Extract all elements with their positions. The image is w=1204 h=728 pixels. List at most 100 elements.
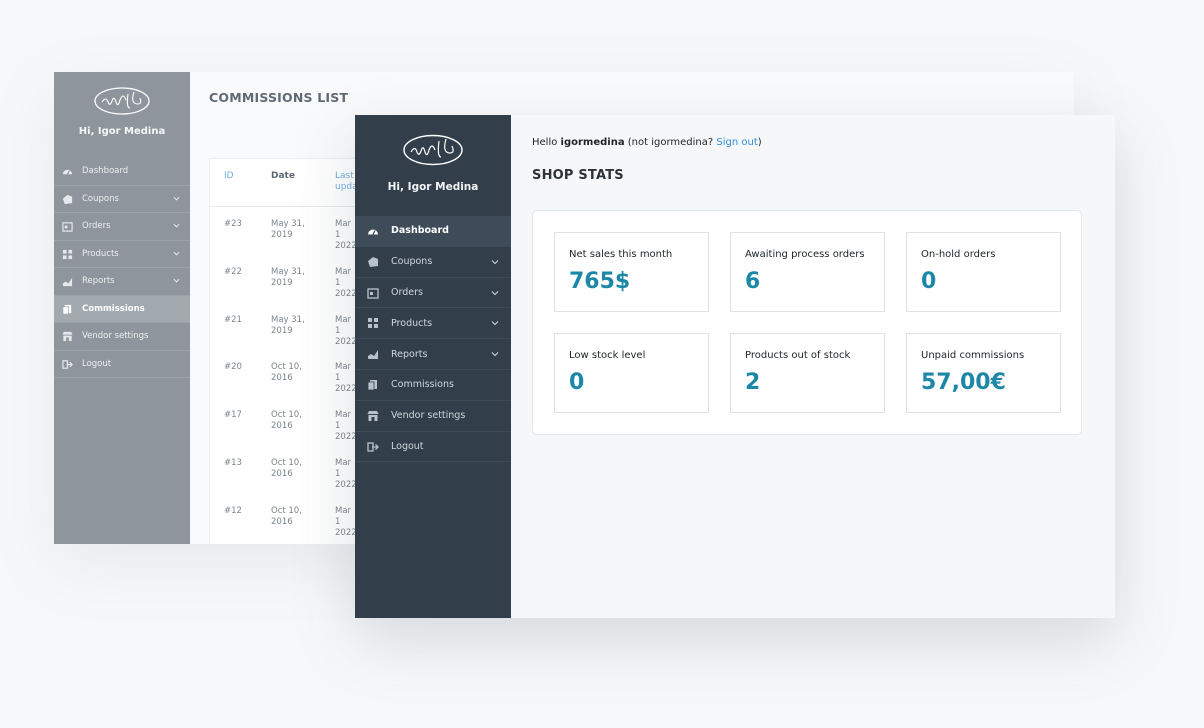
row-id: #23 [224,219,242,229]
stat-value: 0 [921,269,937,294]
sidebar-item-logout[interactable]: Logout [355,432,511,463]
stat-card-out-of-stock: Products out of stock 2 [730,333,885,413]
row-id: #20 [224,362,242,373]
stat-label: Unpaid commissions [921,350,1025,361]
back-sidebar-menu: Dashboard Coupons Orders Products Report… [54,158,190,378]
table-row[interactable]: #13 Oct 10, 2016 Mar 1 2022 [210,446,408,494]
hello-prefix: Hello [532,137,561,148]
row-date: May 31, 2019 [271,314,305,336]
stat-label: Low stock level [569,350,646,361]
back-sidebar-item-orders[interactable]: Orders [54,213,190,241]
sidebar-item-label: Reports [391,348,428,360]
back-sidebar-item-products[interactable]: Products [54,241,190,268]
table-row[interactable]: #12 Oct 10, 2016 Mar 1 2022 [210,494,408,542]
back-sidebar-item-coupons[interactable]: Coupons [54,186,190,213]
chevron-down-icon[interactable] [173,250,180,257]
table-row[interactable]: #23 May 31, 2019 Mar 1 2022 [210,207,408,255]
table-row[interactable]: #20 Oct 10, 2016 Mar 1 2022 [210,350,408,398]
back-sidebar-item-logout[interactable]: Logout [54,351,190,378]
chevron-down-icon[interactable] [173,195,180,202]
row-date: May 31, 2019 [271,219,305,240]
row-id: #21 [224,314,242,325]
stat-card-net-sales: Net sales this month 765$ [554,232,709,312]
products-icon [62,249,73,259]
row-id: #12 [224,505,242,516]
front-sidebar-menu: Dashboard Coupons Orders Products Report… [355,216,511,463]
row-updated: Mar 1 2022 [335,362,357,395]
sidebar-item-label: Logout [391,440,424,452]
sign-out-link[interactable]: Sign out [716,137,758,148]
dashboard-main: Hello igormedina (not igormedina? Sign o… [511,115,1115,618]
stat-value: 57,00€ [921,370,1006,395]
sidebar-item-label: Products [391,317,433,329]
sidebar-item-label: Dashboard [391,225,449,237]
row-id: #13 [224,457,242,468]
row-date: May 31, 2019 [271,266,305,288]
table-header: ID Date Last upda [210,159,408,207]
stat-value: 765$ [569,269,631,294]
sidebar-item-label: Vendor settings [82,331,149,342]
chevron-down-icon[interactable] [491,319,499,327]
store-icon [62,331,73,342]
sidebar-item-commissions[interactable]: Commissions [355,370,511,401]
sidebar-item-label: Coupons [391,256,433,268]
chevron-down-icon[interactable] [491,258,499,266]
commissions-icon [367,379,377,391]
store-icon [367,410,379,421]
sidebar-item-label: Orders [391,286,423,298]
sidebar-item-products[interactable]: Products [355,308,511,340]
sidebar-item-orders[interactable]: Orders [355,278,511,309]
sidebar-item-reports[interactable]: Reports [355,339,511,370]
back-sidebar-item-dashboard[interactable]: Dashboard [54,158,190,186]
row-id: #22 [224,266,242,277]
front-window: Hi, Igor Medina Dashboard Coupons Orders… [355,115,1115,618]
back-greeting: Hi, Igor Medina [78,126,166,137]
shop-stats-title: SHOP STATS [532,168,624,183]
stat-card-on-hold-orders: On-hold orders 0 [906,232,1061,312]
sidebar-item-vendor-settings[interactable]: Vendor settings [355,401,511,432]
front-sidebar: Hi, Igor Medina Dashboard Coupons Orders… [355,115,511,618]
front-greeting: Hi, Igor Medina [387,181,479,193]
sidebar-item-coupons[interactable]: Coupons [355,247,511,278]
table-row[interactable]: #22 May 31, 2019 Mar 1 2022 [210,255,408,303]
sidebar-item-label: Coupons [82,193,119,204]
row-updated: Mar 1 2022 [335,410,357,443]
row-updated: Mar 1 2022 [335,314,357,347]
orders-icon [62,222,73,232]
row-updated: Mar 1 2022 [335,457,357,490]
table-row[interactable]: #17 Oct 10, 2016 Mar 1 2022 [210,398,408,446]
stat-value: 0 [569,370,585,395]
column-header-date: Date [271,171,295,181]
hello-username: igormedina [560,137,625,148]
sidebar-item-label: Products [82,248,119,259]
back-sidebar-item-commissions[interactable]: Commissions [54,295,190,323]
chevron-down-icon[interactable] [173,277,180,284]
stat-label: Products out of stock [745,350,851,361]
orders-icon [367,287,379,299]
sidebar-item-label: Vendor settings [391,410,466,422]
table-row[interactable]: #21 May 31, 2019 Mar 1 2022 [210,303,408,351]
products-icon [368,318,378,329]
stat-value: 6 [745,269,761,294]
sidebar-item-label: Orders [82,221,111,232]
stat-label: On-hold orders [921,249,996,260]
dashboard-icon [62,169,73,175]
stats-panel: Net sales this month 765$ Awaiting proce… [532,210,1082,435]
chevron-down-icon[interactable] [173,222,180,229]
coupons-icon [62,194,73,204]
row-date: Oct 10, 2016 [271,505,302,527]
sidebar-item-dashboard[interactable]: Dashboard [355,216,511,247]
row-updated: Mar 1 2022 [335,505,357,538]
column-header-last-updated[interactable]: Last upda [335,171,358,192]
chevron-down-icon[interactable] [491,350,499,358]
commissions-icon [62,304,72,314]
chevron-down-icon[interactable] [491,289,499,297]
stat-label: Awaiting process orders [745,249,865,260]
stat-card-awaiting-orders: Awaiting process orders 6 [730,232,885,312]
back-sidebar-item-vendor-settings[interactable]: Vendor settings [54,323,190,351]
column-header-id[interactable]: ID [224,171,234,181]
logout-icon [62,359,73,369]
coupons-icon [368,256,378,267]
reports-icon [368,350,378,360]
back-sidebar-item-reports[interactable]: Reports [54,268,190,296]
